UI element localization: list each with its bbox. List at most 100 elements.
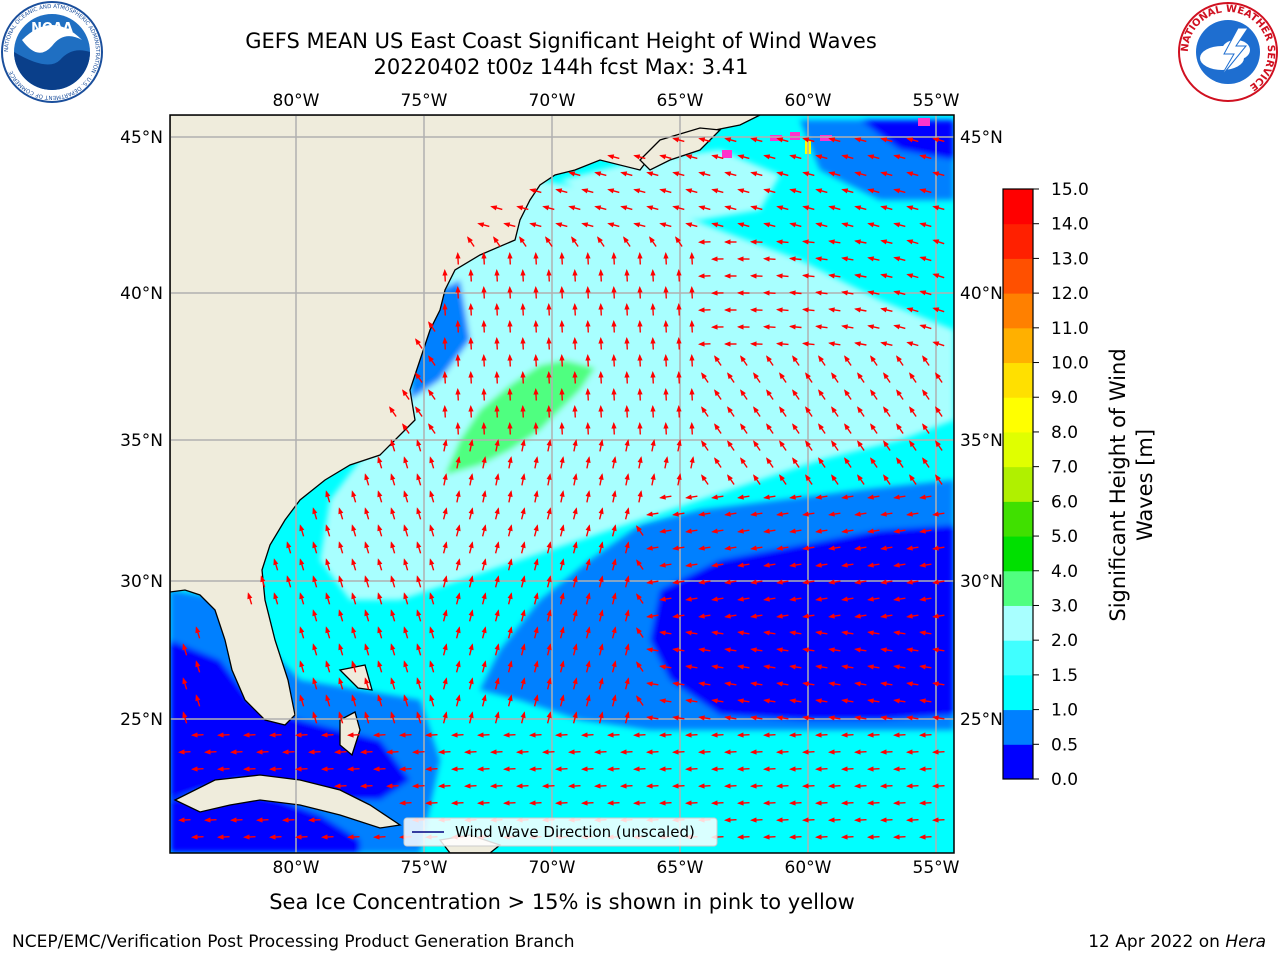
wave-direction-arrowhead xyxy=(646,715,653,721)
wave-direction-arrowhead xyxy=(646,783,653,789)
wave-direction-arrowhead xyxy=(611,626,617,634)
wave-direction-arrowhead xyxy=(243,732,250,738)
wave-direction-arrowhead xyxy=(831,372,837,380)
wave-direction-arrowhead xyxy=(195,694,201,702)
wave-direction-arrowhead xyxy=(698,613,705,619)
wave-direction-arrowhead xyxy=(481,456,487,463)
wave-direction-arrowhead xyxy=(870,457,876,465)
wave-direction-arrowhead xyxy=(529,766,536,772)
wave-direction-arrowhead xyxy=(585,320,591,327)
wave-direction-arrowhead xyxy=(572,711,578,719)
wave-direction-arrowhead xyxy=(854,341,861,347)
wave-direction-arrowhead xyxy=(325,490,331,498)
wave-direction-arrowhead xyxy=(624,371,630,378)
wave-direction-arrowhead xyxy=(542,749,549,755)
wave-direction-arrowhead xyxy=(529,222,537,228)
wave-direction-arrowhead xyxy=(312,711,318,719)
wave-direction-arrowhead xyxy=(711,732,718,738)
wave-direction-arrowhead xyxy=(520,575,526,583)
wave-direction-arrowhead xyxy=(533,354,539,361)
wave-direction-arrowhead xyxy=(572,473,578,480)
wave-direction-arrowhead xyxy=(663,388,669,395)
wave-direction-arrowhead xyxy=(766,423,772,431)
wave-direction-arrowhead xyxy=(386,749,393,755)
wave-direction-arrowhead xyxy=(637,354,643,361)
wave-direction-arrowhead xyxy=(659,494,666,500)
wave-direction-arrowhead xyxy=(412,783,419,789)
wave-direction-arrowhead xyxy=(802,579,809,585)
wave-direction-arrowhead xyxy=(467,236,473,244)
wave-direction-arrowhead xyxy=(415,372,421,380)
wave-direction-arrowhead xyxy=(572,609,578,617)
wave-direction-arrowhead xyxy=(507,422,513,429)
wave-direction-arrowhead xyxy=(659,562,666,568)
wave-direction-arrowhead xyxy=(805,474,811,482)
wave-direction-arrowhead xyxy=(442,507,448,515)
wave-direction-arrowhead xyxy=(637,422,643,429)
wave-direction-arrowhead xyxy=(854,307,861,313)
wave-direction-arrowhead xyxy=(546,575,552,583)
wave-direction-arrowhead xyxy=(828,137,836,143)
wave-direction-arrowhead xyxy=(230,749,237,755)
wave-direction-arrowhead xyxy=(776,205,784,211)
wave-direction-arrowhead xyxy=(841,528,848,534)
wave-direction-arrowhead xyxy=(428,389,434,397)
wave-direction-arrowhead xyxy=(932,341,940,347)
colorbar-tick-label: 8.0 xyxy=(1051,423,1078,443)
wave-direction-arrowhead xyxy=(724,681,731,687)
wave-direction-arrowhead xyxy=(698,647,705,653)
wave-direction-arrowhead xyxy=(650,269,656,276)
wave-direction-arrowhead xyxy=(581,766,588,772)
wave-direction-arrowhead xyxy=(880,205,888,211)
wave-direction-arrowhead xyxy=(611,694,617,702)
wave-direction-arrowhead xyxy=(685,154,693,160)
wave-direction-arrowhead xyxy=(364,575,370,583)
wave-direction-arrowhead xyxy=(750,579,757,585)
wave-direction-arrowhead xyxy=(750,749,757,755)
wave-direction-arrowhead xyxy=(689,286,695,293)
wave-direction-arrowhead xyxy=(763,630,770,636)
wave-direction-arrowhead xyxy=(841,834,848,840)
wave-direction-arrowhead xyxy=(507,456,513,463)
wave-direction-arrowhead xyxy=(520,303,526,310)
wave-direction-arrowhead xyxy=(507,490,513,497)
wave-direction-arrowhead xyxy=(568,205,576,211)
wave-direction-arrowhead xyxy=(468,303,474,310)
wave-direction-arrowhead xyxy=(442,643,448,651)
wave-direction-arrowhead xyxy=(919,596,926,602)
wind-wave-direction-arrows xyxy=(178,137,945,840)
wave-direction-arrowhead xyxy=(568,749,575,755)
wave-direction-arrowhead xyxy=(828,239,835,245)
wave-direction-arrowhead xyxy=(494,507,500,515)
wave-direction-arrowhead xyxy=(646,579,653,585)
wave-direction-arrowhead xyxy=(922,423,928,431)
wave-direction-arrowhead xyxy=(724,579,731,585)
colorbar-segment xyxy=(1003,258,1033,294)
wave-direction-arrowhead xyxy=(191,766,198,772)
wave-direction-arrowhead xyxy=(672,681,679,687)
wave-direction-arrowhead xyxy=(364,677,370,685)
wave-direction-arrowhead xyxy=(724,817,731,823)
wave-direction-arrowhead xyxy=(468,473,474,480)
wave-direction-arrowhead xyxy=(698,137,706,143)
wave-direction-arrowhead xyxy=(763,188,771,194)
wave-direction-arrowhead xyxy=(698,205,706,211)
wave-direction-arrowhead xyxy=(919,664,926,670)
noaa-logo: NOAA NATIONAL OCEANIC AND ATMOSPHERIC AD… xyxy=(1,1,103,103)
wave-direction-arrowhead xyxy=(711,766,718,772)
wave-direction-arrowhead xyxy=(546,677,552,685)
wave-direction-arrowhead xyxy=(598,677,604,685)
wave-direction-arrowhead xyxy=(429,558,435,566)
wave-direction-arrowhead xyxy=(559,660,565,668)
wave-direction-arrowhead xyxy=(243,834,250,840)
wave-direction-arrowhead xyxy=(468,541,474,549)
wave-direction-arrowhead xyxy=(637,388,643,395)
wave-direction-arrowhead xyxy=(650,473,656,480)
wave-direction-arrowhead xyxy=(676,303,682,310)
wave-direction-arrowhead xyxy=(477,732,484,738)
wave-direction-arrowhead xyxy=(360,749,367,755)
footer-machine: Hera xyxy=(1225,932,1266,952)
wave-direction-arrowhead xyxy=(711,664,718,670)
wave-direction-arrowhead xyxy=(689,354,695,361)
wave-direction-arrowhead xyxy=(698,273,705,279)
